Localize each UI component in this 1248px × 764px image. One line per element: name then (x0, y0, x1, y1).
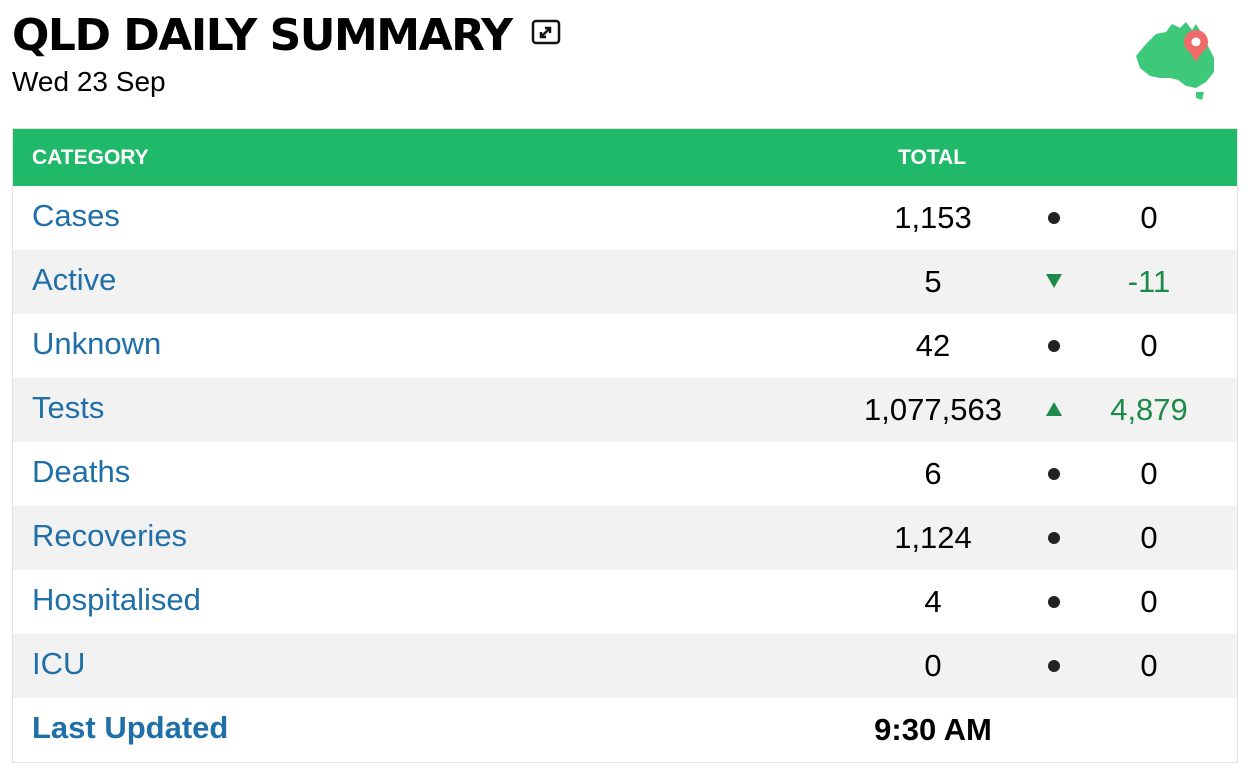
change-value: 0 (1140, 200, 1158, 235)
no-change-dot-icon (1039, 648, 1069, 684)
change-value: 0 (1140, 456, 1158, 491)
total-value: 4 (924, 584, 942, 619)
change-value: -11 (1127, 264, 1171, 299)
expand-icon[interactable] (531, 17, 561, 47)
category-link[interactable]: Unknown (32, 326, 162, 361)
change-value: 4,879 (1110, 392, 1188, 427)
date-label: Wed 23 Sep (12, 66, 166, 97)
table-row: Active 5 -11 (13, 250, 1237, 314)
change-value: 0 (1140, 584, 1158, 619)
trend-down-icon (1039, 264, 1069, 300)
total-value: 0 (924, 648, 942, 683)
total-value: 5 (924, 264, 942, 299)
table-row: Deaths 6 0 (13, 442, 1237, 506)
category-link[interactable]: Active (32, 262, 117, 297)
category-link[interactable]: Tests (32, 390, 105, 425)
total-value: 1,153 (894, 200, 972, 235)
column-header-total: TOTAL (898, 145, 967, 169)
table-body: Cases 1,153 0 Active 5 -11 Unknown 42 0 Tests 1,07… (13, 186, 1237, 698)
no-change-dot-icon (1039, 520, 1069, 556)
column-header-category: CATEGORY (32, 145, 149, 169)
no-change-dot-icon (1039, 456, 1069, 492)
last-updated-label[interactable]: Last Updated (32, 710, 229, 745)
no-change-dot-icon (1039, 200, 1069, 236)
australia-map-pin-icon (1132, 16, 1222, 102)
table-row: Hospitalised 4 0 (13, 570, 1237, 634)
table-row: Cases 1,153 0 (13, 186, 1237, 250)
no-change-dot-icon (1039, 328, 1069, 364)
category-link[interactable]: Cases (32, 198, 120, 233)
category-link[interactable]: Recoveries (32, 518, 188, 553)
page-title: QLD DAILY SUMMARY (12, 10, 513, 61)
table-row: Tests 1,077,563 4,879 (13, 378, 1237, 442)
category-link[interactable]: Deaths (32, 454, 131, 489)
summary-table: CATEGORY TOTAL Cases 1,153 0 Active 5 -11 Unkn… (12, 128, 1238, 763)
category-link[interactable]: Hospitalised (32, 582, 201, 617)
table-row: ICU 0 0 (13, 634, 1237, 698)
header: QLD DAILY SUMMARY Wed 23 Sep (12, 8, 561, 98)
last-updated-row: Last Updated 9:30 AM (13, 698, 1237, 762)
table-header: CATEGORY TOTAL (13, 129, 1237, 186)
trend-up-icon (1039, 392, 1069, 428)
change-value: 0 (1140, 328, 1158, 363)
table-row: Unknown 42 0 (13, 314, 1237, 378)
last-updated-value: 9:30 AM (874, 712, 992, 747)
change-value: 0 (1140, 648, 1158, 683)
total-value: 1,077,563 (864, 392, 1002, 427)
total-value: 6 (924, 456, 942, 491)
title-row: QLD DAILY SUMMARY (12, 8, 561, 64)
category-link[interactable]: ICU (32, 646, 86, 681)
no-change-dot-icon (1039, 584, 1069, 620)
total-value: 42 (915, 328, 951, 363)
table-row: Recoveries 1,124 0 (13, 506, 1237, 570)
total-value: 1,124 (894, 520, 972, 555)
change-value: 0 (1140, 520, 1158, 555)
